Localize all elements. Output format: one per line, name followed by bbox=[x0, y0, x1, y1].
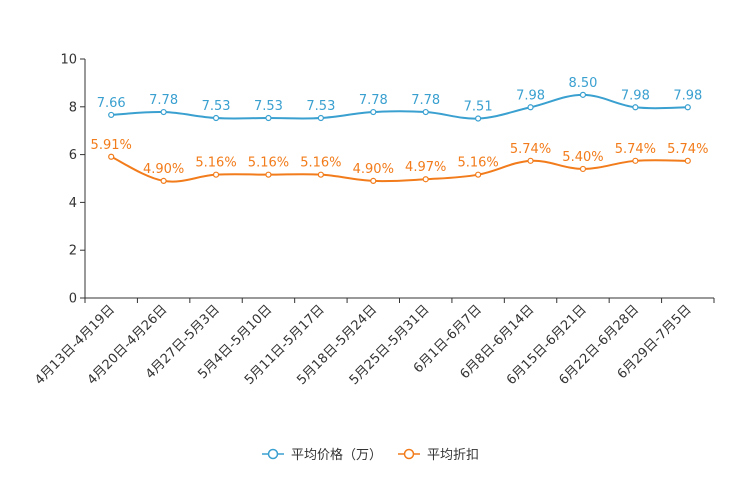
data-point[interactable] bbox=[579, 165, 587, 173]
data-label: 4.90% bbox=[143, 162, 184, 177]
data-point[interactable] bbox=[212, 171, 220, 178]
data-point[interactable] bbox=[475, 115, 482, 122]
data-point[interactable] bbox=[684, 157, 691, 164]
data-label: 7.51 bbox=[464, 100, 493, 115]
data-point[interactable] bbox=[265, 114, 272, 122]
data-label: 7.98 bbox=[516, 88, 545, 103]
data-point[interactable] bbox=[579, 91, 587, 98]
data-point[interactable] bbox=[422, 176, 429, 183]
data-point[interactable] bbox=[527, 157, 534, 164]
data-label: 5.16% bbox=[457, 156, 498, 171]
data-label: 4.90% bbox=[353, 162, 394, 177]
y-tick-label: 0 bbox=[69, 292, 77, 307]
legend-item-discount[interactable]: 平均折扣 bbox=[398, 448, 479, 463]
data-point[interactable] bbox=[160, 177, 167, 184]
data-label: 5.16% bbox=[248, 156, 289, 171]
data-point[interactable] bbox=[108, 111, 115, 119]
data-label: 8.50 bbox=[568, 76, 597, 91]
data-point[interactable] bbox=[475, 171, 482, 178]
y-tick-label: 10 bbox=[60, 53, 77, 68]
series-0: 7.66 7.78 7.53 7.53 7.53 7.78 7.78 7.51 7.98 8.50… bbox=[97, 76, 702, 122]
data-point[interactable] bbox=[527, 104, 534, 111]
data-point[interactable] bbox=[370, 108, 377, 116]
data-point[interactable] bbox=[632, 157, 639, 164]
y-tick-label: 6 bbox=[69, 148, 77, 163]
data-label: 7.98 bbox=[673, 88, 702, 103]
data-label: 5.16% bbox=[300, 156, 341, 171]
legend-price-label: 平均价格（万） bbox=[291, 447, 382, 463]
data-point[interactable] bbox=[632, 104, 639, 111]
y-tick-label: 2 bbox=[69, 244, 77, 259]
series-line bbox=[110, 155, 688, 183]
legend-price-marker bbox=[267, 448, 279, 460]
data-label: 7.66 bbox=[97, 96, 126, 111]
data-label: 7.78 bbox=[359, 93, 388, 108]
data-point[interactable] bbox=[108, 153, 115, 160]
data-label: 5.74% bbox=[667, 142, 708, 157]
data-label: 7.78 bbox=[411, 93, 440, 108]
data-point[interactable] bbox=[212, 114, 220, 122]
legend-item-price[interactable]: 平均价格（万） bbox=[262, 447, 382, 463]
data-label: 4.97% bbox=[405, 160, 446, 175]
legend: 平均价格（万） 平均折扣 bbox=[262, 447, 479, 463]
data-point[interactable] bbox=[684, 104, 691, 111]
data-label: 5.16% bbox=[195, 156, 236, 171]
data-point[interactable] bbox=[370, 177, 377, 184]
data-label: 5.74% bbox=[510, 142, 551, 157]
data-label: 7.53 bbox=[202, 99, 231, 114]
y-tick-label: 4 bbox=[69, 196, 77, 211]
data-point[interactable] bbox=[317, 171, 324, 178]
data-label: 5.91% bbox=[91, 138, 132, 153]
data-label: 7.53 bbox=[254, 99, 283, 114]
data-label: 5.74% bbox=[615, 142, 656, 157]
legend-discount-marker bbox=[403, 448, 415, 460]
series-layer: 7.66 7.78 7.53 7.53 7.53 7.78 7.78 7.51 7.98 8.50… bbox=[91, 76, 708, 184]
data-point[interactable] bbox=[422, 108, 429, 116]
data-point[interactable] bbox=[317, 114, 324, 122]
data-point[interactable] bbox=[160, 108, 167, 116]
data-label: 7.98 bbox=[621, 88, 650, 103]
y-tick-label: 8 bbox=[69, 100, 77, 115]
data-label: 7.53 bbox=[306, 99, 335, 114]
series-line bbox=[111, 93, 688, 120]
data-label: 5.40% bbox=[562, 150, 603, 165]
legend-discount-label: 平均折扣 bbox=[427, 448, 479, 463]
data-label: 7.78 bbox=[149, 93, 178, 108]
data-point[interactable] bbox=[265, 171, 272, 178]
series-1: 5.91% 4.90% 5.16% 5.16% 5.16% 4.90% 4.97% 5.16%… bbox=[91, 138, 708, 184]
